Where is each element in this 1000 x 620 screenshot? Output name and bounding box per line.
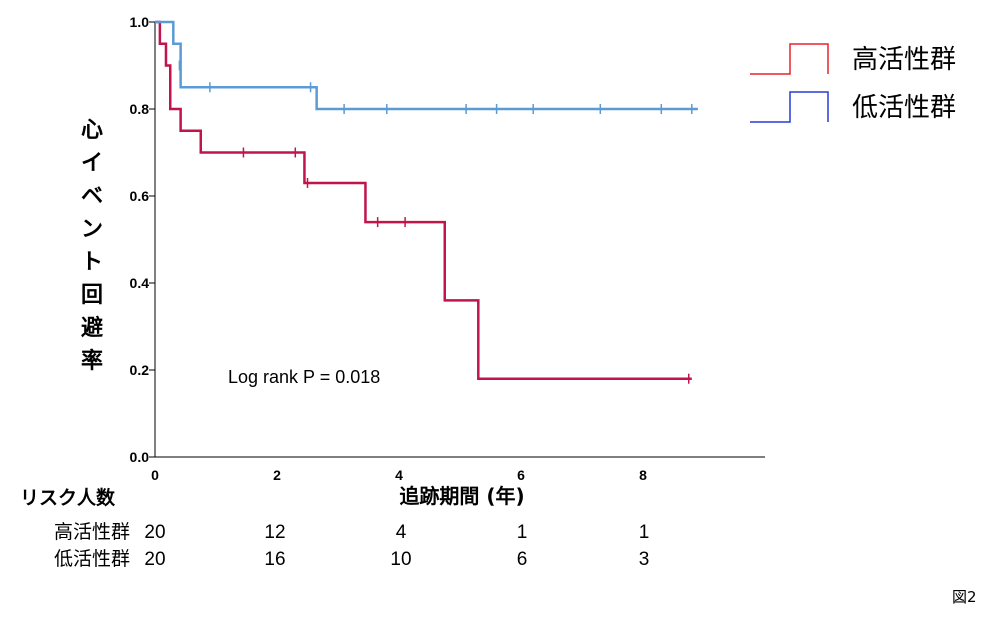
legend-swatch — [750, 43, 829, 75]
y-tick-label: 0.2 — [130, 362, 150, 378]
risk-cell: 20 — [144, 522, 165, 543]
risk-row-group: 低活性群 — [54, 548, 130, 570]
y-axis-label-char: ト — [81, 250, 103, 275]
logrank-annotation: Log rank P = 0.018 — [228, 367, 380, 387]
risk-cell: 6 — [517, 549, 528, 570]
y-tick-label: 0.8 — [130, 101, 150, 117]
y-axis-label-char: 率 — [81, 348, 103, 374]
risk-cell: 1 — [517, 522, 528, 543]
x-axis-label: 追跡期間 (年) — [399, 484, 524, 508]
y-axis-label-char: ベ — [81, 184, 103, 209]
x-tick-label: 2 — [273, 467, 281, 483]
y-tick-label: 0.0 — [130, 449, 150, 465]
y-axis-label-char: イ — [81, 151, 103, 176]
risk-row-group: 高活性群 — [54, 521, 130, 543]
x-tick-label: 4 — [395, 467, 403, 483]
x-ticks: 0 2 4 6 8 — [151, 467, 647, 483]
risk-cell: 12 — [264, 522, 285, 543]
y-axis-label-char: ン — [81, 217, 103, 242]
risk-cell: 1 — [639, 522, 650, 543]
legend-label: 高活性群 — [852, 45, 956, 75]
y-axis-label-char: 心 — [81, 118, 103, 143]
series-layer — [155, 20, 698, 384]
risk-cell: 10 — [390, 549, 411, 570]
km-curve-high — [155, 20, 692, 380]
risk-cell: 3 — [639, 549, 650, 570]
y-tick-label: 0.6 — [130, 188, 150, 204]
y-tick-label: 1.0 — [130, 14, 150, 30]
y-tick-label: 0.4 — [130, 275, 150, 291]
km-curve-low — [155, 20, 698, 111]
x-tick-label: 0 — [151, 467, 159, 483]
legend-swatch — [750, 91, 829, 123]
x-tick-label: 8 — [639, 467, 647, 483]
legend-label: 低活性群 — [852, 93, 956, 123]
figure-label: 図2 — [952, 588, 977, 606]
risk-cell: 4 — [396, 522, 407, 543]
risk-cell: 20 — [144, 549, 165, 570]
x-tick-label: 6 — [517, 467, 525, 483]
y-ticks: 0.0 0.2 0.4 0.6 0.8 1.0 — [130, 14, 155, 465]
y-axis-label-char: 回 — [81, 283, 103, 308]
risk-table-title: リスク人数 — [20, 486, 116, 509]
y-axis-label-char: 避 — [81, 315, 103, 341]
risk-table: 高活性群 20 12 4 1 1 低活性群 20 16 10 6 3 — [54, 521, 649, 570]
risk-cell: 16 — [264, 549, 285, 570]
